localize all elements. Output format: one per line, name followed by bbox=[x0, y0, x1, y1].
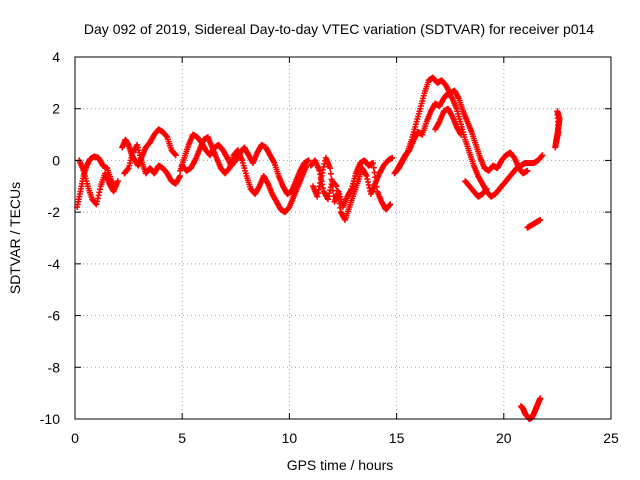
data-point bbox=[114, 178, 121, 185]
y-tick-label: 0 bbox=[52, 152, 60, 168]
data-point bbox=[172, 152, 179, 159]
x-tick-label: 15 bbox=[389, 430, 405, 446]
x-axis-label: GPS time / hours bbox=[287, 457, 394, 473]
data-point bbox=[177, 172, 184, 179]
data-point bbox=[539, 152, 546, 159]
data-point bbox=[537, 395, 544, 402]
data-point bbox=[327, 170, 334, 177]
data-point bbox=[389, 154, 396, 161]
y-tick-label: 2 bbox=[52, 101, 60, 117]
y-tick-label: -2 bbox=[48, 204, 61, 220]
data-points bbox=[74, 74, 563, 422]
data-point bbox=[387, 201, 394, 208]
y-tick-labels: -10 -8 -6 -4 -2 0 2 4 bbox=[40, 49, 60, 427]
y-tick-label: -8 bbox=[48, 359, 61, 375]
y-axis-label: SDTVAR / TECUs bbox=[7, 182, 23, 294]
data-point bbox=[524, 167, 531, 174]
gridlines bbox=[75, 57, 611, 419]
data-point bbox=[327, 165, 334, 172]
data-point bbox=[328, 176, 335, 183]
y-tick-label: 4 bbox=[52, 49, 60, 65]
y-tick-label: -6 bbox=[48, 308, 61, 324]
y-tick-label: -10 bbox=[40, 411, 60, 427]
data-point bbox=[483, 185, 490, 192]
data-point bbox=[537, 216, 544, 223]
x-tick-label: 20 bbox=[496, 430, 512, 446]
plot-frame bbox=[74, 56, 612, 420]
x-tick-label: 10 bbox=[282, 430, 298, 446]
x-tick-label: 25 bbox=[603, 430, 619, 446]
data-point bbox=[457, 131, 464, 138]
chart-title: Day 092 of 2019, Sidereal Day-to-day VTE… bbox=[84, 21, 594, 37]
x-tick-label: 5 bbox=[178, 430, 186, 446]
axis-ticks bbox=[74, 56, 612, 420]
x-tick-labels: 0 5 10 15 20 25 bbox=[71, 430, 619, 446]
data-point bbox=[553, 139, 560, 146]
y-tick-label: -4 bbox=[48, 256, 61, 272]
data-point bbox=[329, 187, 336, 194]
x-tick-label: 0 bbox=[71, 430, 79, 446]
data-point bbox=[329, 181, 336, 188]
data-point bbox=[305, 157, 312, 164]
